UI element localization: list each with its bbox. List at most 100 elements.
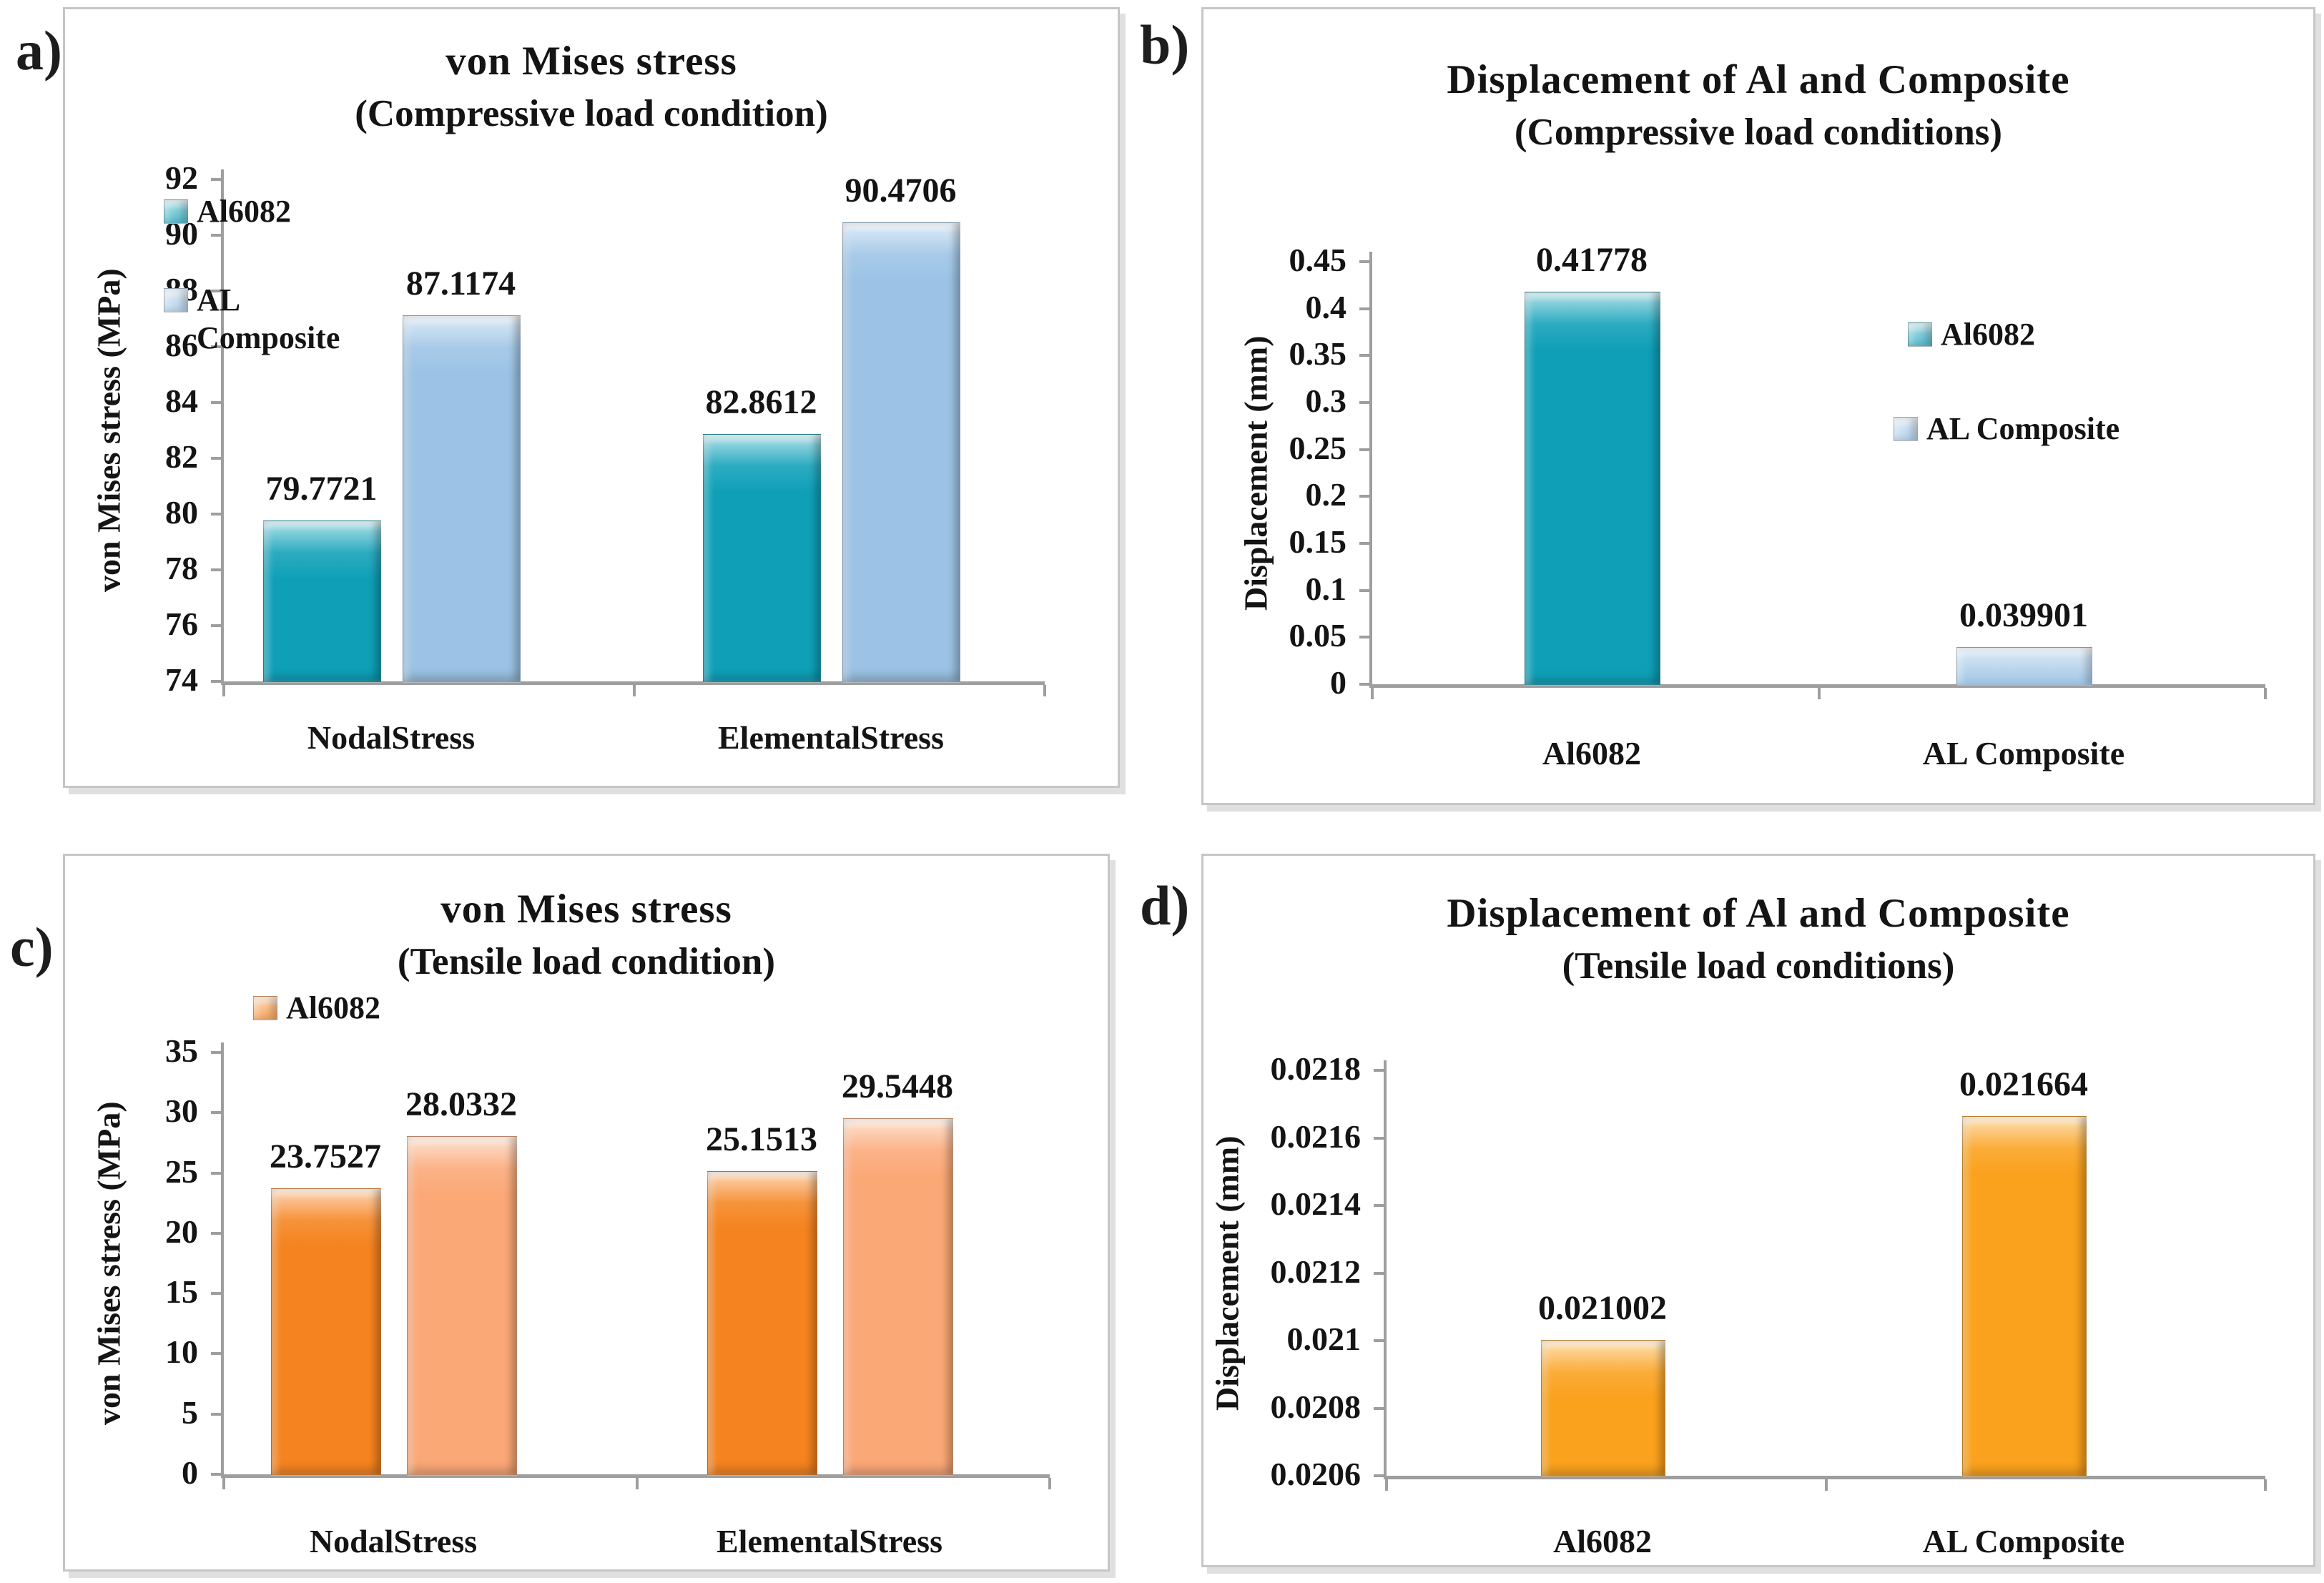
y-tick-mark — [1374, 1271, 1384, 1275]
y-tick-mark — [1359, 636, 1369, 639]
x-category-label: AL Composite — [1922, 735, 2125, 771]
x-axis-tick-mark — [1371, 688, 1374, 699]
legend-swatch — [1894, 417, 1918, 441]
x-category-label: NodalStress — [307, 719, 476, 756]
y-tick-label: 0.0212 — [1270, 1253, 1362, 1290]
plot-area: 0 5 10 15 20 25 30 35 23.7527 28.0332 25.1513 29.54… — [65, 856, 1108, 1569]
y-tick-mark — [1359, 260, 1369, 263]
y-tick-label: 0.05 — [1289, 617, 1347, 654]
x-axis-tick-mark — [1048, 1478, 1051, 1489]
x-category-label: ElementalStress — [717, 719, 944, 756]
y-tick-label: 0.1 — [1305, 570, 1347, 607]
y-tick-label: 80 — [165, 494, 198, 531]
y-tick-label: 0 — [182, 1454, 198, 1491]
y-tick-label: 0 — [1330, 664, 1346, 701]
x-category-label: Al6082 — [1542, 735, 1641, 771]
panel-a: von Mises stress (Compressive load condi… — [63, 7, 1120, 788]
x-axis-tick-mark — [2264, 1479, 2267, 1491]
legend-label: Al6082 — [197, 194, 291, 229]
x-axis-line — [221, 681, 1045, 685]
chart-subtitle: (Tensile load condition) — [397, 940, 776, 982]
legend-label: AL Composite — [1926, 411, 2120, 446]
y-tick-label: 25 — [165, 1153, 198, 1190]
y-tick-mark — [211, 624, 221, 627]
x-axis-tick-mark — [222, 1478, 225, 1489]
bar — [703, 434, 821, 683]
bar-value-label: 0.41778 — [1536, 241, 1648, 280]
y-tick-mark — [211, 1171, 221, 1175]
y-tick-mark — [1359, 588, 1369, 592]
y-tick-label: 82 — [165, 438, 198, 475]
bar — [707, 1171, 817, 1476]
y-tick-mark — [1359, 683, 1369, 686]
y-tick-label: 76 — [165, 606, 198, 642]
y-tick-mark — [1359, 448, 1369, 451]
legend-swatch — [164, 288, 188, 312]
y-tick-label: 74 — [165, 661, 198, 698]
bar-value-label: 0.021002 — [1538, 1289, 1667, 1328]
x-axis-tick-mark — [1043, 685, 1046, 696]
y-tick-mark — [211, 1352, 221, 1356]
bar-value-label: 87.1174 — [405, 265, 516, 303]
panel-label-b: b) — [1140, 14, 1190, 76]
x-axis-tick-mark — [1385, 1479, 1388, 1491]
chart-title: Displacement of Al and Composite — [1447, 891, 2070, 936]
bar — [263, 520, 381, 683]
panel-label-a: a) — [16, 19, 62, 82]
y-tick-mark — [211, 401, 221, 404]
chart-subtitle: (Compressive load conditions) — [1514, 111, 2003, 153]
x-axis-line — [221, 1474, 1050, 1478]
bar-value-label: 90.4706 — [845, 171, 957, 209]
y-tick-label: 0.0218 — [1270, 1050, 1362, 1087]
y-tick-label: 15 — [165, 1273, 198, 1311]
bar — [1962, 1116, 2087, 1477]
y-tick-label: 0.35 — [1289, 335, 1347, 373]
plot-area: 0.0206 0.0208 0.021 0.0212 0.0214 0.0216 0.021… — [1203, 856, 2313, 1565]
bar-value-label: 29.5448 — [842, 1067, 953, 1105]
y-tick-label: 78 — [165, 550, 198, 586]
y-tick-label: 35 — [165, 1032, 198, 1069]
x-category-label: Al6082 — [1553, 1523, 1652, 1559]
y-tick-label: 92 — [165, 159, 198, 196]
y-tick-label: 86 — [165, 327, 198, 363]
y-tick-mark — [1374, 1204, 1384, 1207]
bar — [403, 315, 521, 683]
y-axis-line — [1369, 252, 1372, 687]
bar-value-label: 23.7527 — [270, 1137, 381, 1175]
y-tick-mark — [1374, 1136, 1384, 1140]
bar-value-label: 0.021664 — [1959, 1065, 2088, 1104]
y-axis-line — [221, 169, 224, 684]
panel-label-c: c) — [10, 916, 54, 978]
y-tick-label: 30 — [165, 1093, 198, 1130]
x-category-label: NodalStress — [309, 1523, 478, 1559]
y-tick-label: 0.3 — [1305, 383, 1347, 419]
bar-value-label: 25.1513 — [706, 1120, 817, 1159]
x-axis-line — [1384, 1476, 2265, 1479]
y-tick-label: 5 — [182, 1394, 198, 1431]
bar-value-label: 79.7721 — [265, 469, 378, 508]
y-tick-label: 0.4 — [1305, 288, 1347, 325]
bar — [843, 1118, 953, 1476]
panel-c: von Mises stress (Tensile load condition… — [63, 854, 1110, 1572]
y-tick-mark — [211, 680, 221, 683]
x-axis-tick-mark — [222, 685, 225, 696]
bar-value-label: 28.0332 — [405, 1085, 517, 1124]
y-tick-mark — [1359, 495, 1369, 498]
x-category-label: ElementalStress — [716, 1523, 942, 1559]
bar-value-label: 0.039901 — [1959, 596, 2088, 634]
panel-b: Displacement of Al and Composite (Compre… — [1201, 7, 2315, 805]
y-tick-mark — [211, 178, 221, 181]
y-tick-mark — [211, 457, 221, 460]
y-tick-mark — [1359, 401, 1369, 404]
x-axis-tick-mark — [1824, 1479, 1828, 1491]
chart-title-block: Displacement of Al and Composite (Tensil… — [1203, 890, 2313, 987]
y-tick-label: 0.0214 — [1270, 1185, 1362, 1222]
y-tick-label: 0.0206 — [1270, 1456, 1362, 1492]
y-tick-mark — [211, 234, 221, 237]
bar — [271, 1188, 381, 1476]
y-axis-line — [1384, 1060, 1387, 1479]
plot-area: 7476788082848688909279.772187.117482.861… — [65, 9, 1118, 786]
panel-d: Displacement of Al and Composite (Tensil… — [1201, 854, 2315, 1567]
y-tick-mark — [211, 290, 221, 292]
